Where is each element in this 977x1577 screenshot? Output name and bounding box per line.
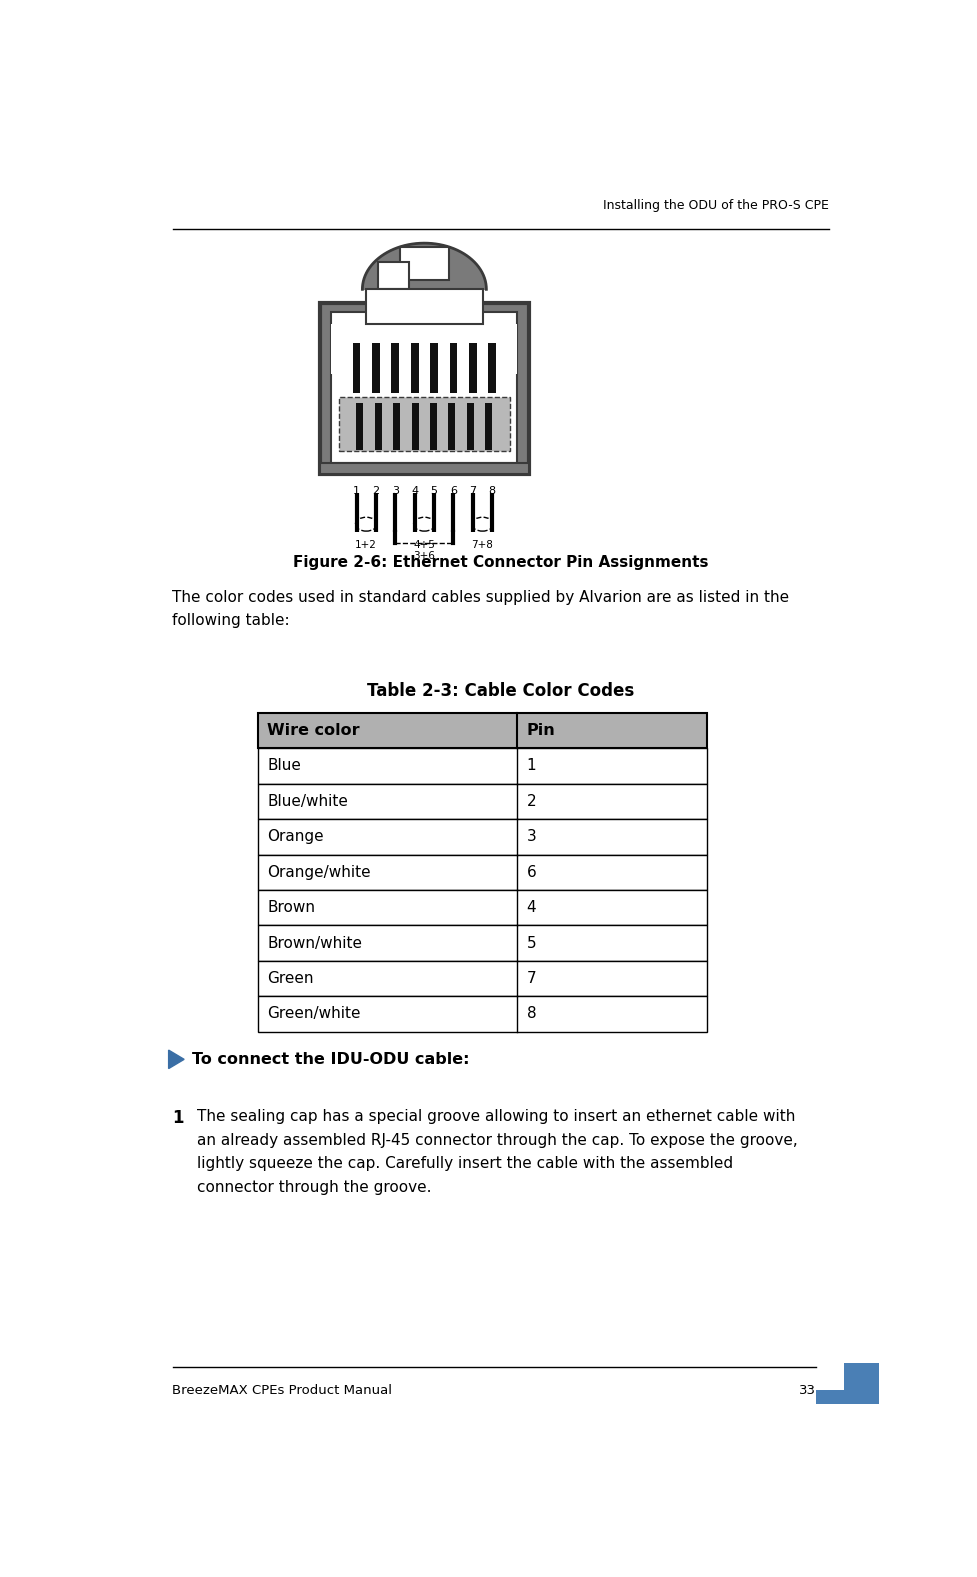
Text: Blue: Blue [267,759,301,773]
Text: 7: 7 [469,486,477,495]
Polygon shape [362,243,487,289]
Text: Installing the ODU of the PRO-S CPE: Installing the ODU of the PRO-S CPE [603,199,828,213]
Text: Green: Green [267,971,314,986]
Text: Orange: Orange [267,830,323,844]
Text: BreezeMAX CPEs Product Manual: BreezeMAX CPEs Product Manual [173,1385,393,1397]
Bar [258,818,707,855]
Text: 6: 6 [527,864,536,880]
Text: The sealing cap has a special groove allowing to insert an ethernet cable with
a: The sealing cap has a special groove all… [197,1109,798,1195]
Text: 2: 2 [372,486,379,495]
Bar [392,366,400,393]
Bar [392,344,400,366]
Bar [430,344,438,366]
Text: 3: 3 [527,830,536,844]
Bar [258,997,707,1031]
Text: The color codes used in standard cables supplied by Alvarion are as listed in th: The color codes used in standard cables … [173,590,789,628]
Bar [372,344,380,366]
Text: 6: 6 [450,486,457,495]
Bar [411,404,419,449]
Text: Table 2-3: Cable Color Codes: Table 2-3: Cable Color Codes [367,681,634,700]
Bar [467,404,474,449]
Bar [258,747,707,784]
Text: To connect the IDU-ODU cable:: To connect the IDU-ODU cable: [191,1052,469,1066]
Bar [258,926,707,960]
Text: 5: 5 [431,486,438,495]
Bar [844,1364,879,1404]
Bar [258,713,707,747]
Text: 8: 8 [527,1006,536,1022]
Bar [331,323,518,374]
Bar [339,397,510,451]
Bar [258,855,707,889]
Bar [410,344,418,366]
Bar [488,344,496,366]
Bar [258,889,707,926]
Text: 3+6: 3+6 [413,550,436,561]
Text: 1: 1 [173,1109,184,1128]
Text: 4: 4 [411,486,418,495]
Text: 7: 7 [527,971,536,986]
Bar [488,366,496,393]
Bar [353,344,361,366]
Bar [366,289,483,323]
Bar [400,248,449,281]
Text: Brown: Brown [267,900,315,915]
Text: Brown/white: Brown/white [267,935,362,951]
Text: 1+2: 1+2 [356,539,377,550]
Bar [319,462,529,475]
Bar [331,312,518,462]
Text: 7+8: 7+8 [472,539,493,550]
Text: Blue/white: Blue/white [267,793,348,809]
Bar [469,366,477,393]
Bar [258,784,707,818]
Text: 33: 33 [799,1385,816,1397]
Polygon shape [169,1050,184,1069]
Bar [816,1391,879,1404]
Bar [357,404,363,449]
Text: 1: 1 [353,486,361,495]
Text: 4: 4 [527,900,536,915]
Bar [372,366,380,393]
Bar [486,404,492,449]
Bar [469,344,477,366]
Bar [378,262,409,289]
Text: 5: 5 [527,935,536,951]
Bar [430,404,437,449]
Bar [375,404,382,449]
Bar [258,960,707,997]
Bar [430,366,438,393]
Text: 2: 2 [527,793,536,809]
Bar [353,366,361,393]
Bar [394,404,401,449]
Text: Orange/white: Orange/white [267,864,370,880]
Bar [448,404,455,449]
Text: Wire color: Wire color [267,722,360,738]
Text: 8: 8 [488,486,495,495]
Text: 3: 3 [392,486,399,495]
Bar [449,344,457,366]
Bar [410,366,418,393]
Text: 1: 1 [527,759,536,773]
Text: 4+5: 4+5 [413,539,436,550]
Bar [319,303,529,475]
Text: Figure 2-6: Ethernet Connector Pin Assignments: Figure 2-6: Ethernet Connector Pin Assig… [293,555,708,569]
Text: Green/white: Green/white [267,1006,361,1022]
Text: Pin: Pin [527,722,556,738]
Bar [449,366,457,393]
